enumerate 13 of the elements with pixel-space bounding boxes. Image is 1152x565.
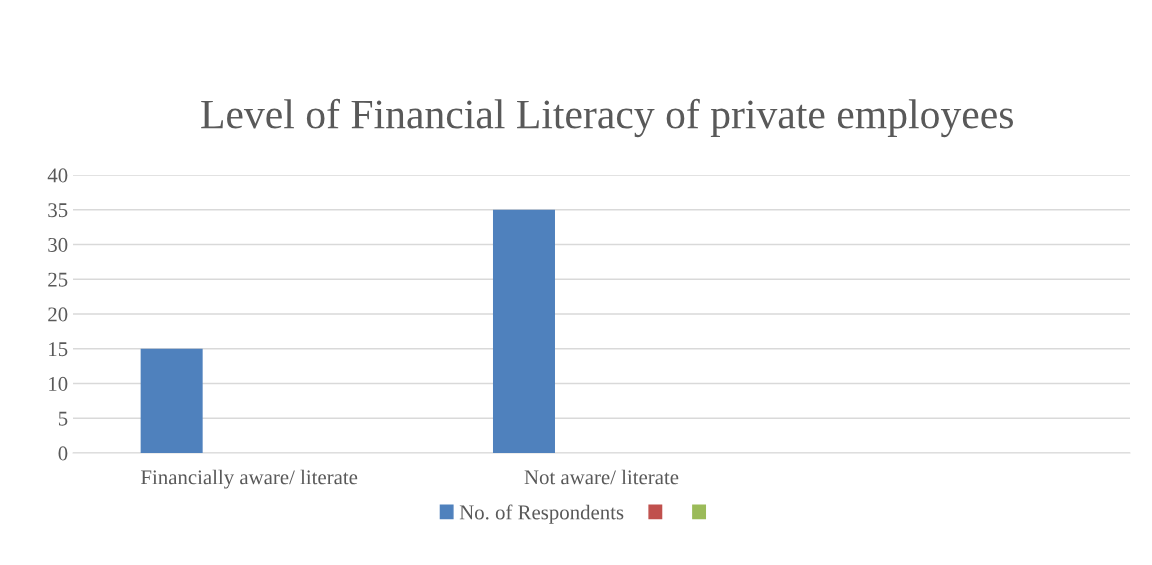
y-tick-label: 30	[48, 237, 68, 252]
y-tick-label: 0	[58, 446, 68, 461]
y-tick-label: 10	[49, 376, 68, 391]
y-tick-label: 35	[48, 203, 68, 218]
x-tick-label: Not aware/ literate	[524, 469, 679, 485]
y-tick-label: 15	[49, 342, 68, 357]
y-tick-label: 20	[48, 307, 68, 322]
y-tick-label: 5	[58, 411, 68, 426]
x-tick-label: Financially aware/ literate	[141, 469, 358, 489]
y-tick-label: 25	[48, 272, 68, 287]
legend-label: No. of Respondents	[459, 504, 624, 524]
chart-title: Level of Financial Literacy of private employees	[201, 98, 1013, 138]
y-tick-label: 40	[47, 168, 68, 183]
